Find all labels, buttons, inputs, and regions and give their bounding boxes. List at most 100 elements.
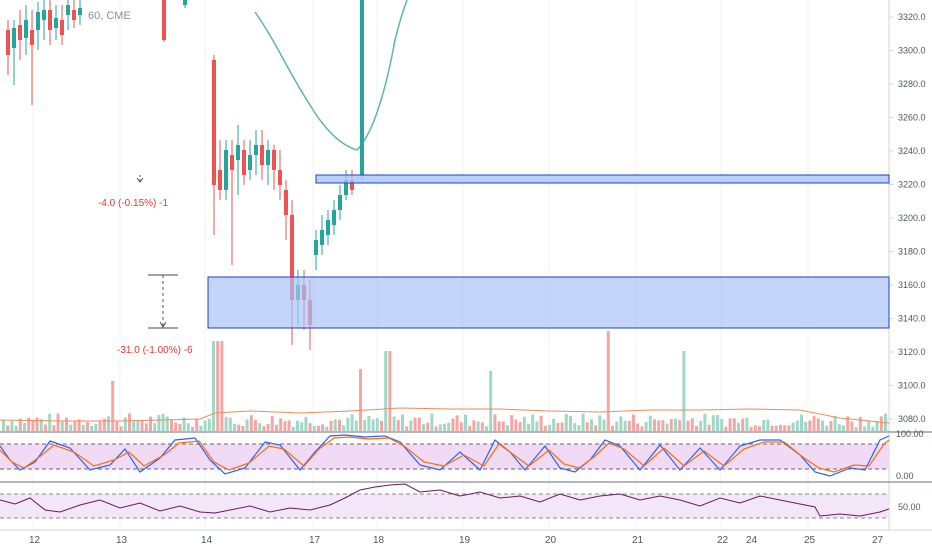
volume-bar — [489, 371, 493, 431]
candle-body — [224, 150, 228, 190]
measure-small[interactable]: -4.0 (-0.15%) -1 — [98, 175, 168, 209]
volume-bar — [94, 423, 98, 431]
volume-bar — [191, 426, 194, 431]
volume-bar — [304, 417, 308, 431]
volume-bar — [485, 426, 488, 431]
volume-bar — [86, 422, 89, 431]
volume-bar — [350, 414, 354, 431]
candle-body — [212, 60, 216, 185]
price-tick-label: 3160.0 — [898, 280, 926, 290]
volume-bar — [287, 420, 291, 431]
volume-bar — [405, 426, 409, 431]
volume-bar — [23, 423, 26, 431]
candle-body — [54, 18, 58, 28]
volume-bar — [518, 422, 522, 431]
volume-bar — [783, 425, 787, 431]
stoch-axis[interactable]: 100.00 0.00 — [896, 429, 924, 481]
candle-body — [6, 30, 10, 55]
price-tick-label: 3200.0 — [898, 213, 926, 223]
volume-bar — [212, 341, 215, 431]
volume-bar — [506, 425, 509, 431]
volume-bar — [501, 421, 505, 431]
volume-bar — [216, 341, 220, 431]
symbol-label: 60, CME — [88, 10, 131, 22]
volume-bar — [724, 426, 728, 431]
volume-bar — [863, 426, 866, 431]
date-tick-label: 22 — [717, 535, 729, 546]
volume-bar — [632, 414, 635, 431]
volume-bar — [779, 424, 782, 431]
date-axis[interactable]: 12 13 14 17 18 19 20 21 22 24 25 27 — [29, 535, 884, 546]
volume-bar — [535, 421, 539, 431]
volume-bar — [569, 415, 572, 431]
date-tick-label: 17 — [309, 535, 321, 546]
price-tick-label: 3280.0 — [898, 79, 926, 89]
volume-bar — [178, 424, 182, 431]
volume-bar — [241, 425, 245, 431]
volume-bar — [10, 420, 14, 431]
volume-bar — [564, 414, 568, 431]
candle-body — [78, 8, 82, 15]
volume-bar — [195, 418, 199, 431]
volume-bar — [716, 415, 719, 431]
volume-bar — [283, 421, 287, 431]
candle-body — [278, 170, 282, 185]
candle-body — [60, 20, 64, 35]
price-tick-label: 3080.0 — [898, 414, 926, 424]
candle-body — [260, 145, 264, 165]
volume-bar — [354, 420, 358, 431]
candle-body — [36, 12, 40, 30]
price-tick-label: 3100.0 — [898, 381, 926, 391]
volume-bar — [52, 425, 56, 431]
volume-bar — [73, 420, 77, 431]
volume-bar — [653, 419, 656, 431]
measure-large-label: -31.0 (-1.00%) -6 — [117, 345, 193, 356]
candle-body — [284, 190, 288, 215]
volume-bar — [119, 426, 123, 431]
volume-bar — [69, 424, 73, 431]
moving-average-line — [254, 0, 408, 151]
volume-bar — [581, 413, 585, 431]
stoch-tick-label: 0.00 — [896, 471, 914, 481]
volume-bar — [871, 426, 875, 431]
volume-bar — [728, 418, 732, 431]
volume-bar — [472, 420, 476, 431]
rsi-tick-label: 50.00 — [898, 502, 921, 512]
volume-bar — [657, 420, 661, 431]
candlestick-series — [6, 0, 364, 350]
volume-bar — [262, 426, 266, 431]
lower-zone[interactable] — [207, 276, 890, 329]
volume-bar — [111, 381, 115, 431]
volume-bar — [686, 420, 690, 431]
volume-bar — [833, 416, 837, 431]
volume-bar — [149, 416, 152, 431]
rsi-axis[interactable]: 50.00 — [898, 502, 921, 512]
price-tick-label: 3220.0 — [898, 180, 926, 190]
volume-bar — [426, 422, 430, 431]
candle-body — [332, 210, 336, 225]
measure-large[interactable]: -31.0 (-1.00%) -6 — [117, 274, 193, 356]
date-tick-label: 14 — [201, 535, 213, 546]
price-axis[interactable]: 3320.0 3300.0 3280.0 3260.0 3240.0 3220.0 3200… — [889, 12, 926, 424]
candle-body — [66, 5, 70, 15]
volume-bar — [44, 424, 47, 431]
volume-bar — [409, 420, 413, 431]
candle-body — [218, 170, 222, 190]
volume-bar — [543, 425, 547, 431]
volume-bar — [548, 425, 551, 431]
volume-bar — [233, 423, 236, 431]
volume-bar — [842, 425, 845, 431]
candle-body — [254, 145, 258, 155]
volume-bar — [661, 420, 665, 431]
volume-bar — [338, 419, 341, 431]
volume-bar — [329, 420, 333, 431]
volume-bar — [644, 422, 648, 431]
volume-bar — [300, 422, 304, 431]
volume-bar — [144, 423, 148, 431]
upper-zone[interactable] — [315, 174, 890, 184]
price-tick-label: 3300.0 — [898, 46, 926, 56]
volume-bar — [182, 417, 186, 431]
volume-bar — [132, 420, 136, 431]
volume-bar — [623, 420, 627, 431]
